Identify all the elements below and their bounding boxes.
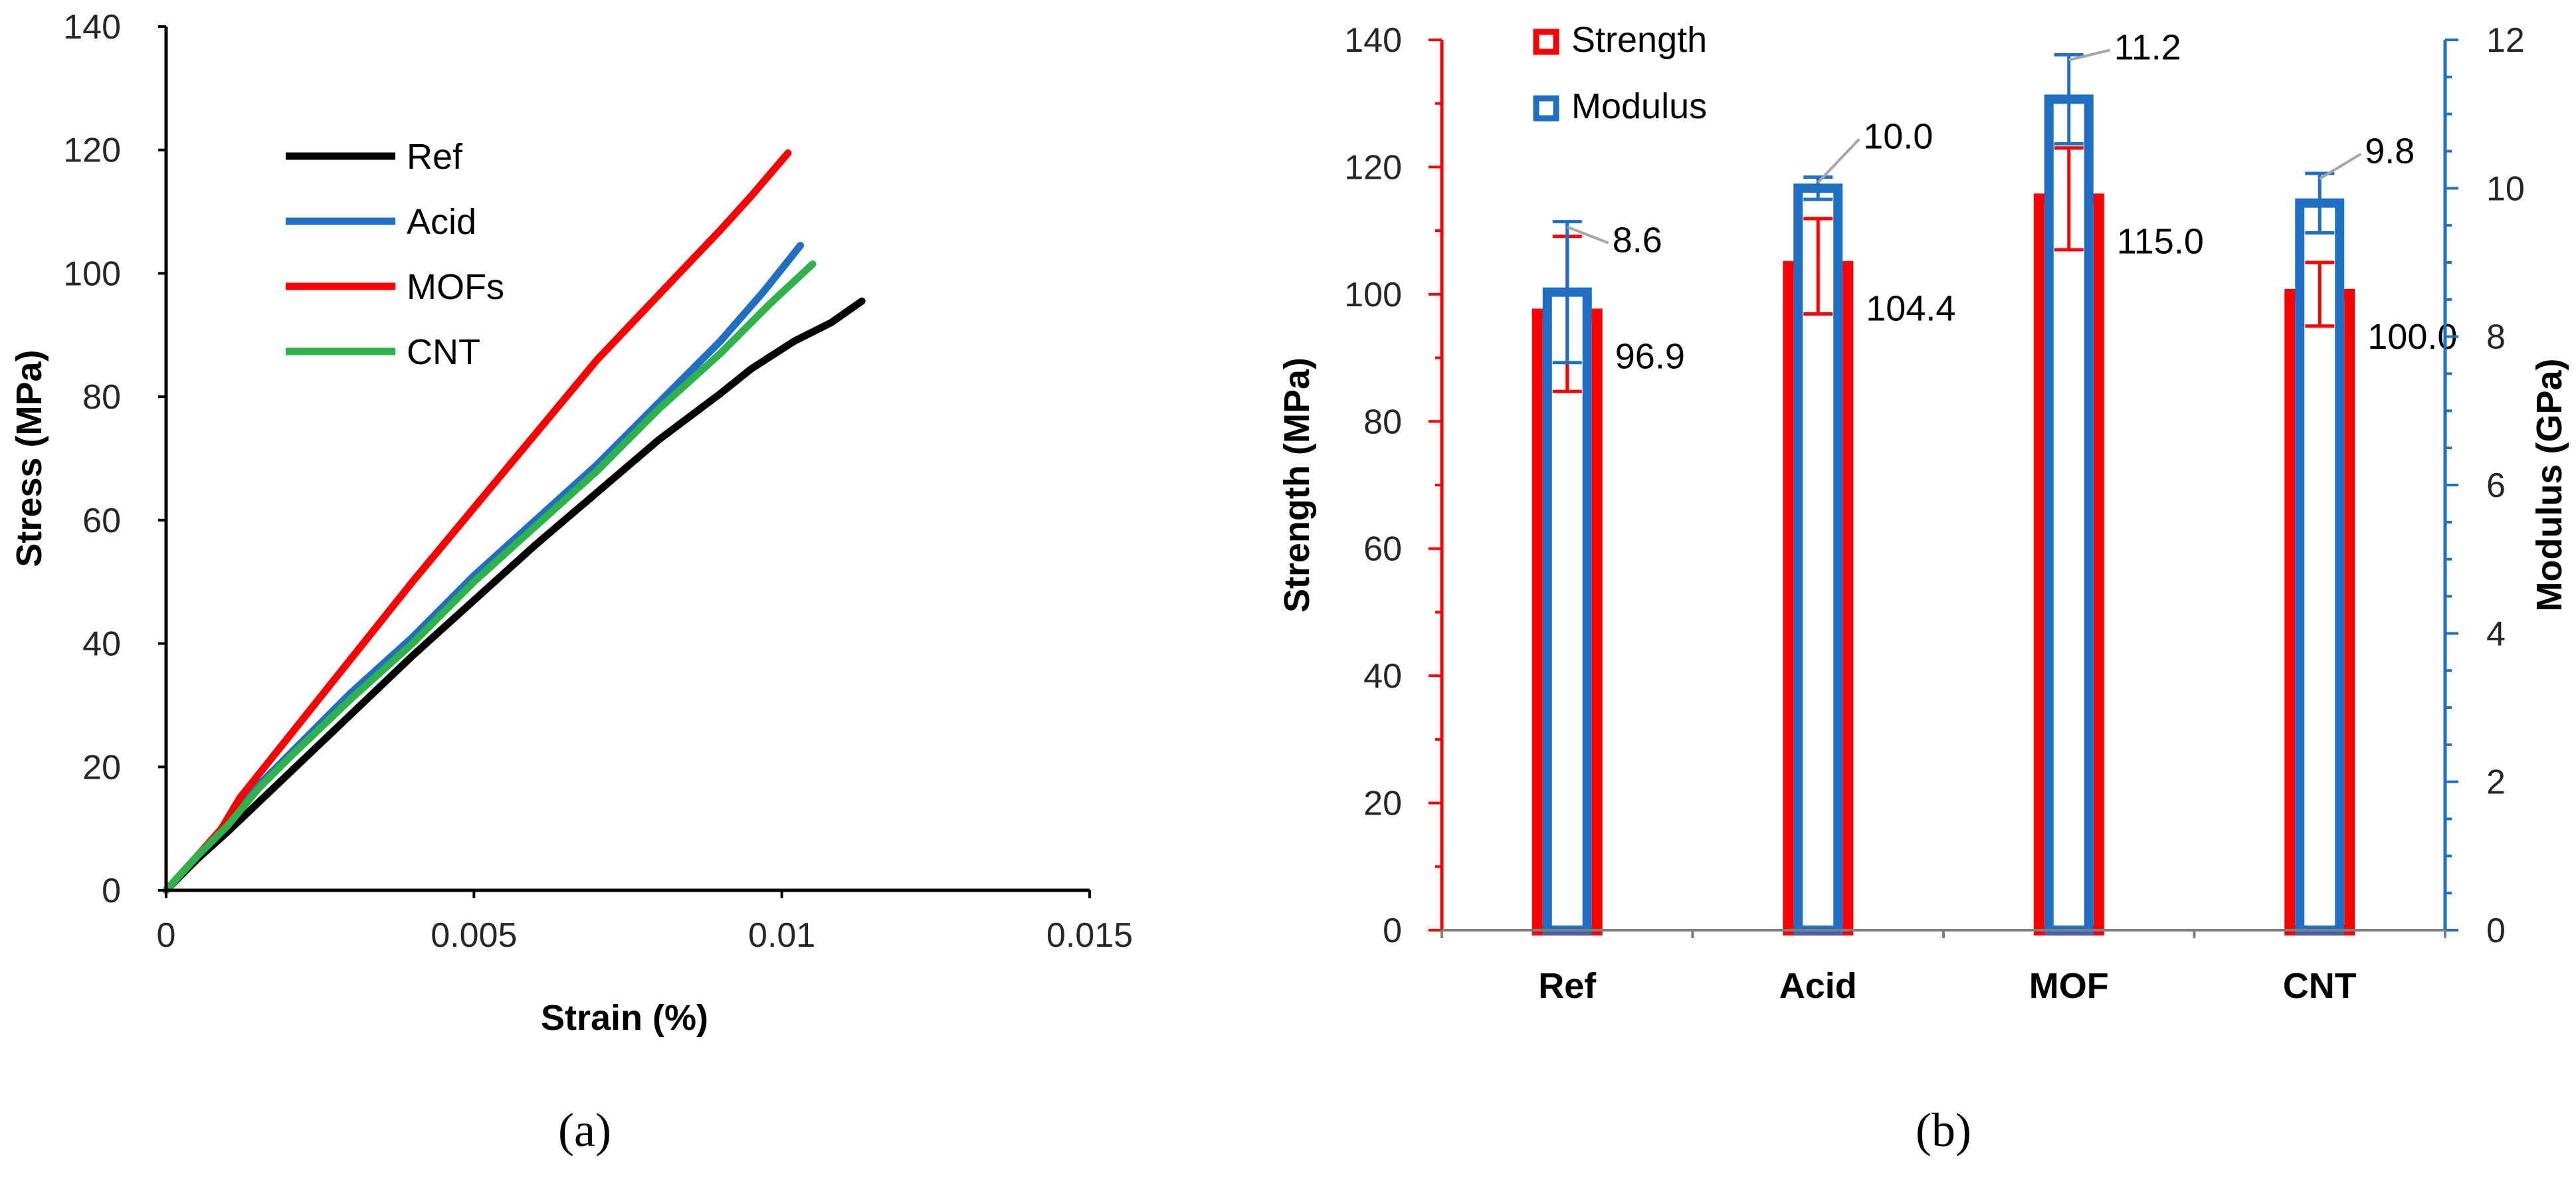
legend-label: Strength — [1571, 20, 1707, 60]
category-label-acid: Acid — [1779, 966, 1857, 1006]
y-tick-label: 140 — [63, 8, 121, 47]
x-tick-label: 0.015 — [1046, 916, 1133, 955]
left-y-tick-label: 100 — [1344, 276, 1402, 314]
category-label-ref: Ref — [1538, 966, 1597, 1006]
y-tick-label: 120 — [63, 132, 121, 170]
right-y-tick-label: 8 — [2486, 318, 2506, 357]
y-tick-label: 0 — [102, 872, 121, 910]
x-tick-label: 0.01 — [748, 916, 815, 955]
modulus-label-leader — [2319, 152, 2362, 180]
left-y-tick-label: 40 — [1363, 657, 1402, 696]
modulus-label-leader — [2068, 49, 2111, 62]
error-bar-group — [1552, 52, 2335, 393]
category-labels: Ref Acid MOF CNT — [1440, 930, 2446, 1006]
strength-data-label: 96.9 — [1615, 337, 1685, 377]
y-axis-ticks: 0 20 40 60 80 100 120 140 — [63, 8, 166, 910]
right-y-axis-ticks: 0 2 4 6 8 10 12 — [2445, 21, 2525, 950]
y-tick-label: 40 — [82, 625, 121, 664]
left-y-axis-title: Strength (MPa) — [1277, 357, 1317, 613]
legend-label: MOFs — [407, 267, 504, 307]
strength-error-bar-acid — [1803, 217, 1833, 316]
y-axis-title: Stress (MPa) — [9, 349, 49, 567]
right-y-tick-label: 0 — [2486, 912, 2506, 950]
modulus-error-bar-ref — [1552, 220, 1582, 365]
modulus-data-label: 10.0 — [1863, 116, 1933, 156]
y-tick-label: 100 — [63, 254, 121, 293]
y-tick-label: 80 — [82, 378, 121, 417]
panel-label-b: (b) — [1916, 1104, 1971, 1157]
x-axis-ticks: 0 0.005 0.01 0.015 — [157, 890, 1133, 955]
line-series-group — [162, 149, 866, 894]
right-y-tick-label: 10 — [2486, 169, 2525, 208]
modulus-data-label: 8.6 — [1613, 221, 1662, 260]
right-y-tick-label: 6 — [2486, 466, 2506, 505]
x-axis-title: Strain (%) — [541, 998, 708, 1038]
left-y-tick-label: 80 — [1363, 403, 1402, 441]
left-y-axis-ticks: 0 20 40 60 80 100 120 140 — [1344, 21, 1442, 950]
modulus-label-leader — [1567, 225, 1609, 245]
strength-data-label: 115.0 — [2117, 221, 2204, 261]
modulus-label-leader — [1817, 138, 1860, 183]
x-tick-label: 0 — [157, 916, 176, 955]
strength-data-label: 104.4 — [1866, 289, 1955, 329]
left-y-tick-label: 60 — [1363, 530, 1402, 569]
left-y-tick-label: 120 — [1344, 148, 1402, 187]
stress-strain-chart: 0 20 40 60 80 100 120 140 0 0.005 0.01 0.015 Stres… — [9, 8, 1133, 1157]
modulus-error-bar-mof — [2054, 52, 2084, 146]
legend-label: CNT — [407, 332, 480, 372]
strength-error-bar-mof — [2054, 146, 2084, 252]
right-y-tick-label: 4 — [2486, 615, 2506, 653]
right-y-tick-label: 2 — [2486, 763, 2506, 802]
left-y-tick-label: 20 — [1363, 785, 1402, 823]
y-tick-label: 20 — [82, 748, 121, 787]
legend-label: Modulus — [1571, 86, 1707, 126]
strength-error-bar-cnt — [2305, 260, 2335, 328]
strength-data-label: 100.0 — [2367, 317, 2457, 357]
series-line-acid — [162, 242, 804, 894]
legend-label: Ref — [407, 137, 463, 177]
category-label-cnt: CNT — [2283, 966, 2357, 1006]
modulus-data-label: 11.2 — [2114, 27, 2181, 67]
modulus-data-label: 9.8 — [2365, 132, 2415, 171]
legend: Ref Acid MOFs CNT — [286, 137, 504, 372]
panel-label-a: (a) — [558, 1104, 611, 1157]
data-label-group: 96.9 8.6 104.4 10.0 115.0 11.2 100.0 9.8 — [1567, 27, 2457, 377]
y-tick-label: 60 — [82, 502, 121, 540]
left-y-tick-label: 0 — [1383, 912, 1402, 950]
category-label-mof: MOF — [2029, 966, 2109, 1006]
series-line-mofs — [162, 149, 792, 894]
left-y-tick-label: 140 — [1344, 21, 1402, 60]
right-y-axis-title: Modulus (GPa) — [2529, 359, 2569, 612]
series-line-cnt — [162, 260, 817, 894]
legend: Strength Modulus — [1533, 20, 1707, 126]
x-tick-label: 0.005 — [431, 916, 517, 955]
legend-swatch-modulus — [1533, 95, 1559, 122]
modulus-bar-ref — [1542, 287, 1592, 935]
legend-swatch-strength — [1533, 29, 1559, 55]
series-line-ref — [162, 297, 866, 894]
legend-label: Acid — [407, 202, 476, 242]
right-y-tick-label: 12 — [2486, 21, 2525, 60]
